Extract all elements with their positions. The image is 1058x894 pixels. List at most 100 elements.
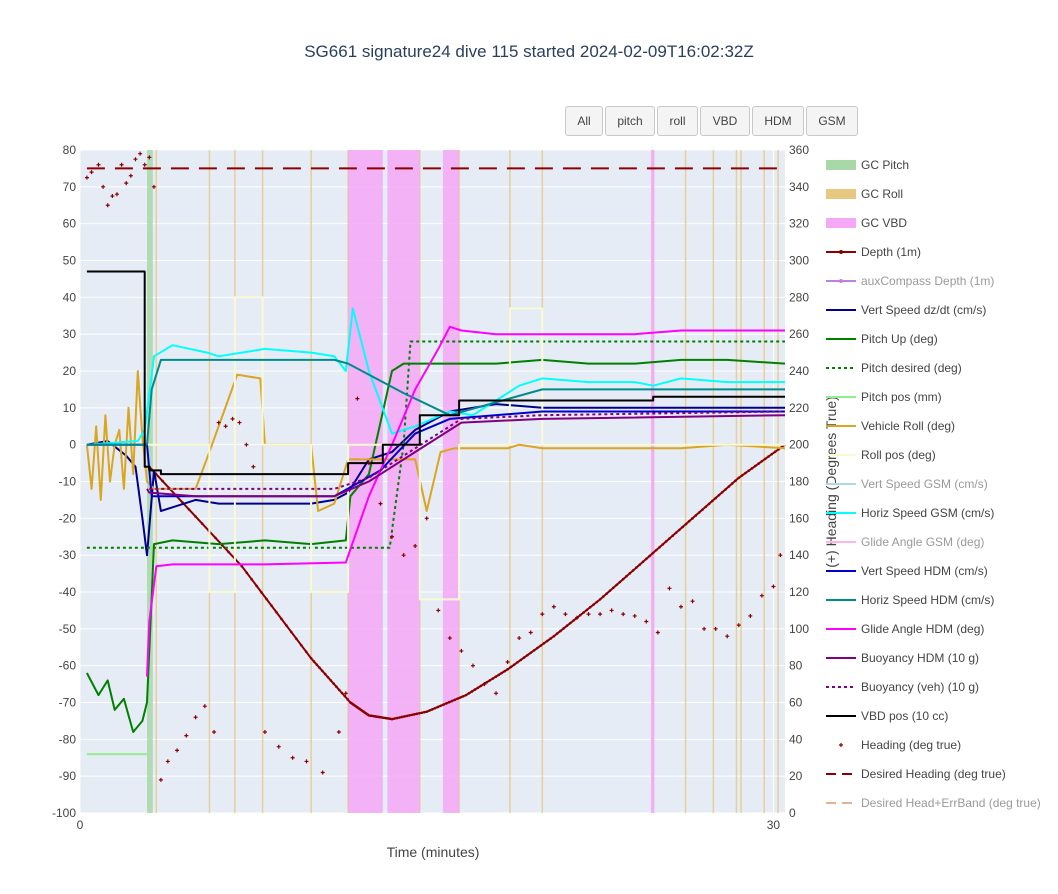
depth-point <box>309 657 313 660</box>
heading-point <box>147 155 152 160</box>
heading-point <box>736 623 741 628</box>
heading-point <box>574 615 579 620</box>
heading-point <box>702 626 707 631</box>
y2-tick-label: 320 <box>789 217 809 231</box>
depth-point <box>651 551 655 555</box>
depth-point <box>727 485 731 488</box>
legend-label: Glide Angle GSM (deg) <box>861 535 984 549</box>
legend-item-gc-vbd: GC VBD <box>826 216 907 230</box>
depth-point <box>674 531 678 535</box>
heading-point <box>482 682 487 687</box>
heading-point <box>713 626 718 631</box>
heading-point <box>366 461 371 466</box>
depth-point <box>588 605 592 609</box>
heading-point <box>759 593 764 598</box>
depth-point <box>740 474 744 477</box>
y2-tick-label: 40 <box>789 732 803 746</box>
depth-point <box>506 668 509 671</box>
legend-item-horiz-speed-gsm-cm-s: Horiz Speed GSM (cm/s) <box>826 506 994 520</box>
depth-point <box>714 496 717 500</box>
legend-swatch <box>826 160 856 170</box>
heading-point <box>184 733 189 738</box>
heading-point <box>378 501 383 506</box>
heading-point <box>230 416 235 421</box>
y-tick-label: 0 <box>69 438 76 452</box>
y-tick-label: 10 <box>63 401 77 415</box>
depth-point <box>615 583 618 587</box>
depth-point <box>214 536 217 540</box>
heading-point <box>251 464 256 469</box>
depth-point <box>456 697 459 700</box>
series-roll-pos-deg <box>86 296 785 601</box>
legend-swatch <box>826 189 856 199</box>
y-tick-label: -100 <box>52 806 76 820</box>
heading-point <box>748 613 753 618</box>
heading-point <box>290 755 295 760</box>
depth-point <box>668 537 671 540</box>
depth-point <box>638 563 642 566</box>
series-buoyancy-veh-10-g <box>149 410 786 490</box>
depth-point <box>734 479 737 483</box>
legend-label: Vehicle Roll (deg) <box>861 419 955 433</box>
depth-point <box>408 714 411 717</box>
depth-point <box>625 574 628 578</box>
depth-point <box>473 688 477 691</box>
y2-tick-label: 240 <box>789 364 809 378</box>
depth-point <box>329 679 333 682</box>
heading-point <box>142 162 147 167</box>
depth-point <box>536 646 539 650</box>
heading-point <box>244 442 249 447</box>
heading-point <box>528 630 533 635</box>
legend-item-heading-deg-true: Heading (deg true) <box>839 738 961 752</box>
depth-point <box>711 499 714 503</box>
y2-axis-label: (+) Heading (Degrees True) <box>823 396 839 568</box>
depth-point <box>442 703 445 706</box>
depth-point <box>545 639 549 643</box>
heading-point <box>540 612 545 617</box>
depth-point <box>245 571 249 575</box>
depth-point <box>552 634 556 638</box>
gc-band-gc-vbd <box>442 150 460 813</box>
heading-point <box>114 192 119 197</box>
series-glide-angle-hdm-deg <box>146 325 785 677</box>
mode-button-vbd[interactable]: VBD <box>700 106 750 136</box>
mode-button-pitch[interactable]: pitch <box>605 106 655 136</box>
legend-label: Pitch Up (deg) <box>861 332 938 346</box>
y-tick-label: 60 <box>63 217 77 231</box>
depth-point <box>730 482 734 485</box>
depth-point <box>753 464 757 468</box>
depth-point <box>403 715 406 718</box>
heading-point <box>119 162 124 167</box>
depth-point <box>285 624 288 627</box>
legend-item-glide-angle-gsm-deg: Glide Angle GSM (deg) <box>826 535 984 549</box>
depth-point <box>461 695 465 698</box>
depth-point <box>750 467 754 470</box>
mode-button-all[interactable]: All <box>565 106 603 136</box>
depth-point <box>200 522 204 525</box>
heading-point <box>110 194 115 199</box>
depth-point <box>447 700 451 704</box>
depth-point <box>701 508 704 511</box>
legend-label: Buoyancy HDM (10 g) <box>861 651 979 665</box>
depth-point <box>565 624 569 627</box>
depth-point <box>390 717 394 721</box>
depth-point <box>757 462 760 465</box>
depth-point <box>509 665 513 669</box>
depth-point <box>400 715 404 719</box>
depth-point <box>445 702 448 705</box>
heading-point <box>336 729 341 734</box>
heading-point <box>355 396 360 401</box>
heading-point <box>89 170 94 175</box>
y2-tick-label: 260 <box>789 327 809 341</box>
depth-point <box>539 644 542 647</box>
x-tick-label: 30 <box>767 818 781 832</box>
depth-point <box>628 572 632 575</box>
legend-label: Pitch pos (mm) <box>861 390 942 404</box>
y-tick-label: 70 <box>63 180 77 194</box>
mode-button-roll[interactable]: roll <box>657 106 698 136</box>
depth-point <box>304 650 308 654</box>
mode-button-gsm[interactable]: GSM <box>806 106 858 136</box>
mode-button-hdm[interactable]: HDM <box>752 106 804 136</box>
heading-point <box>401 553 406 558</box>
depth-point <box>641 560 645 564</box>
